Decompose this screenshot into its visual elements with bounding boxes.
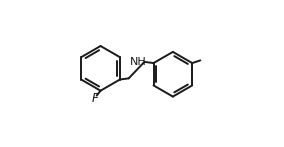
Text: NH: NH bbox=[130, 57, 147, 67]
Text: F: F bbox=[91, 92, 98, 105]
